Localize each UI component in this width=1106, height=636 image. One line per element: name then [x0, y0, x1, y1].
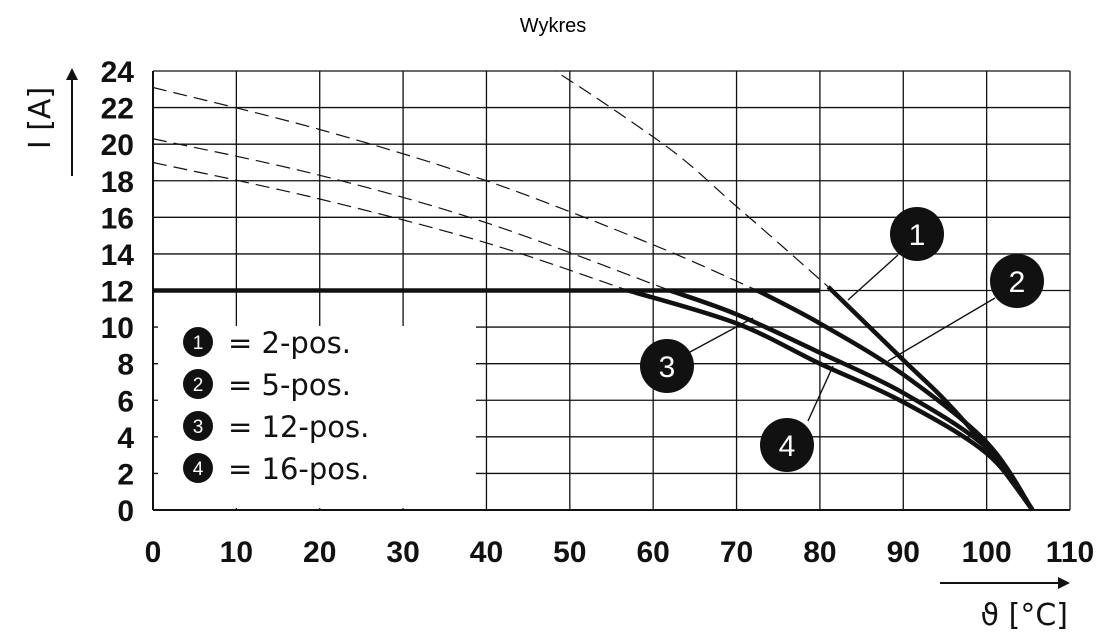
- series-1-extrapolation: [553, 71, 829, 288]
- legend-badge-2: [183, 369, 213, 399]
- x-tick-label-70: 70: [720, 536, 753, 569]
- extrapolated-curves: [153, 71, 829, 292]
- callout-2-number: 2: [1009, 266, 1026, 299]
- legend-badge-3: [183, 411, 213, 441]
- derating-curves: [627, 285, 1035, 512]
- callout-3-badge: [640, 339, 694, 393]
- y-tick-label-12: 12: [101, 276, 134, 309]
- y-tick-label-14: 14: [101, 239, 135, 272]
- callout-4-badge: [760, 418, 814, 472]
- legend-badge-number-1: 1: [193, 333, 204, 354]
- series-1-curve: [826, 285, 1035, 512]
- y-axis-label: I [A]: [23, 87, 58, 149]
- legend-badge-number-2: 2: [193, 375, 204, 396]
- series-3-extrapolation: [153, 138, 671, 292]
- y-tick-label-6: 6: [117, 385, 134, 418]
- y-tick-label-18: 18: [101, 166, 134, 199]
- x-tick-label-30: 30: [386, 536, 419, 569]
- legend-badge-4: [183, 453, 213, 483]
- callout-1-leader: [847, 254, 899, 301]
- callout-1-badge: [890, 207, 944, 261]
- callout-3-number: 3: [659, 351, 676, 384]
- curve-callouts: 1 2 3 4: [640, 207, 1044, 472]
- x-tick-label-40: 40: [470, 536, 503, 569]
- legend-label-3: = 12-pos.: [228, 410, 369, 444]
- callout-2-leader: [887, 297, 996, 362]
- x-tick-label-50: 50: [553, 536, 586, 569]
- x-tick-label-80: 80: [803, 536, 836, 569]
- callout-4-number: 4: [779, 430, 796, 463]
- x-tick-label-20: 20: [303, 536, 336, 569]
- y-tick-label-16: 16: [101, 202, 134, 235]
- y-tick-label-20: 20: [101, 129, 134, 162]
- y-tick-label-24: 24: [101, 56, 135, 89]
- series-4-curve: [627, 288, 1035, 512]
- chart-title: Wykres: [520, 15, 586, 37]
- y-tick-label-10: 10: [101, 312, 134, 345]
- legend-badge-number-3: 3: [193, 417, 204, 438]
- x-tick-label-10: 10: [220, 536, 253, 569]
- legend-badge-1: [183, 327, 213, 357]
- x-tick-label-110: 110: [1046, 536, 1094, 569]
- callout-4-leader: [807, 365, 834, 422]
- callout-2-badge: [990, 254, 1044, 308]
- x-tick-label-90: 90: [887, 536, 920, 569]
- callout-3-leader: [689, 317, 754, 353]
- x-axis-label: ϑ [°C]: [981, 598, 1068, 633]
- legend-label-2: = 5-pos.: [228, 368, 351, 402]
- legend-background: [158, 326, 476, 508]
- callout-1-number: 1: [909, 219, 926, 252]
- y-tick-label-8: 8: [117, 349, 134, 382]
- x-tick-label-100: 100: [962, 536, 1012, 569]
- y-tick-label-4: 4: [117, 422, 134, 455]
- x-tick-label-0: 0: [145, 536, 162, 569]
- legend-badge-number-4: 4: [193, 459, 204, 480]
- series-4-extrapolation: [153, 161, 629, 292]
- y-tick-label-2: 2: [117, 458, 134, 491]
- legend: 1 = 2-pos. 2 = 5-pos. 3 = 12-pos. 4 = 16-pos.: [183, 326, 369, 486]
- series-2-extrapolation: [153, 86, 758, 292]
- series-3-curve: [669, 288, 1035, 512]
- grid: [152, 70, 1071, 511]
- y-tick-label-22: 22: [101, 93, 134, 126]
- tick-labels: 0 10 20 30 40 50 60 70 80 90 100 110024681012141618…: [101, 56, 1095, 569]
- legend-label-4: = 16-pos.: [228, 452, 369, 486]
- y-tick-label-0: 0: [117, 495, 134, 528]
- legend-label-1: = 2-pos.: [228, 326, 351, 360]
- x-tick-label-60: 60: [636, 536, 669, 569]
